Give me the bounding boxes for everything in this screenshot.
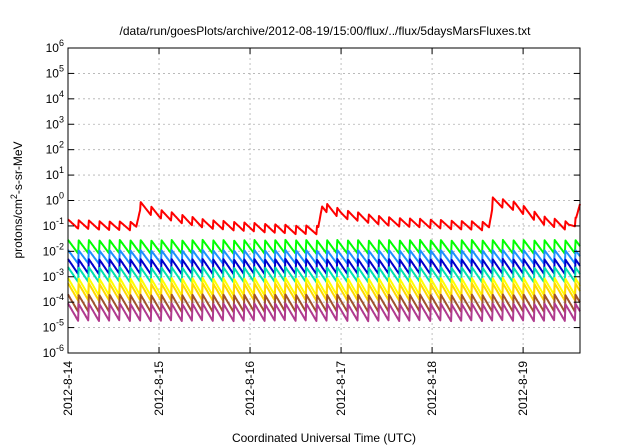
- series-line-5: [67, 266, 581, 284]
- series-line-9: [67, 302, 581, 323]
- y-tick-label: 104: [46, 89, 64, 106]
- y-tick-label: 102: [46, 140, 64, 157]
- series-line-3: [67, 249, 581, 265]
- x-tick-label: 2012-8-19: [516, 361, 530, 416]
- y-tick-label: 10-3: [43, 267, 64, 284]
- y-tick-label: 10-4: [43, 292, 64, 309]
- x-tick-label: 2012-8-17: [334, 361, 348, 416]
- series-line-6: [67, 277, 581, 297]
- y-tick-label: 10-6: [43, 343, 64, 360]
- series-line-1: [67, 196, 581, 236]
- y-tick-label: 10-2: [43, 241, 64, 258]
- y-tick-label: 106: [46, 38, 64, 55]
- y-axis-label: protons/cm2-s-sr-MeV: [9, 141, 25, 258]
- series-line-7: [67, 282, 581, 302]
- y-tick-label: 10-1: [43, 216, 64, 233]
- x-axis-ticks: 2012-8-14 2012-8-15 2012-8-16 2012-8-17 2012…: [61, 48, 530, 416]
- series-line-8: [67, 293, 581, 314]
- x-tick-label: 2012-8-15: [152, 361, 166, 416]
- y-tick-label: 105: [46, 63, 64, 80]
- x-tick-label: 2012-8-14: [61, 361, 75, 416]
- y-tick-label: 10-5: [43, 318, 64, 335]
- grid: [68, 48, 580, 353]
- y-tick-label: 101: [46, 165, 64, 182]
- x-tick-label: 2012-8-18: [425, 361, 439, 416]
- series-line-2: [67, 238, 581, 255]
- series-layer: [67, 196, 581, 323]
- y-axis-ticks: 10-6 10-5 10-4 10-3 10-2 10-1 100 101 102 103 104 1…: [43, 38, 580, 360]
- chart-title: /data/run/goesPlots/archive/2012-08-19/1…: [120, 24, 532, 38]
- x-tick-label: 2012-8-16: [243, 361, 257, 416]
- series-line-4: [67, 258, 581, 276]
- y-tick-label: 103: [46, 114, 64, 131]
- x-axis-label: Coordinated Universal Time (UTC): [232, 431, 416, 445]
- y-tick-label: 100: [46, 191, 64, 208]
